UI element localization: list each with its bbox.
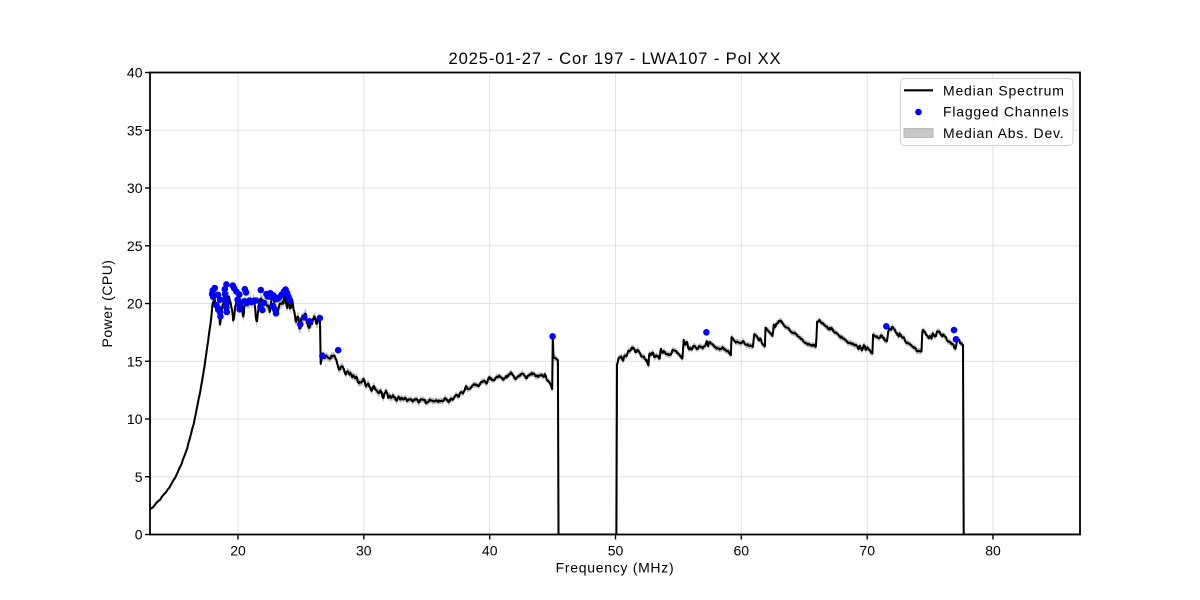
svg-text:35: 35 (127, 122, 143, 138)
svg-text:Frequency (MHz): Frequency (MHz) (556, 559, 675, 575)
svg-text:60: 60 (734, 543, 750, 559)
svg-text:40: 40 (482, 543, 498, 559)
svg-text:70: 70 (859, 543, 875, 559)
svg-text:20: 20 (127, 296, 143, 312)
svg-text:Power (CPU): Power (CPU) (99, 260, 115, 348)
svg-text:80: 80 (985, 543, 1001, 559)
svg-text:25: 25 (127, 238, 143, 254)
svg-text:30: 30 (356, 543, 372, 559)
svg-text:10: 10 (127, 411, 143, 427)
svg-text:Median Spectrum: Median Spectrum (943, 82, 1065, 98)
svg-text:50: 50 (608, 543, 624, 559)
svg-text:30: 30 (127, 180, 143, 196)
svg-text:40: 40 (127, 65, 143, 81)
svg-text:15: 15 (127, 353, 143, 369)
svg-text:5: 5 (135, 469, 143, 485)
svg-text:Flagged Channels: Flagged Channels (943, 104, 1069, 120)
svg-text:0: 0 (135, 527, 143, 543)
svg-text:2025-01-27 - Cor 197 - LWA107: 2025-01-27 - Cor 197 - LWA107 - Pol XX (449, 49, 782, 68)
svg-text:Median Abs. Dev.: Median Abs. Dev. (943, 125, 1064, 141)
svg-text:20: 20 (230, 543, 246, 559)
